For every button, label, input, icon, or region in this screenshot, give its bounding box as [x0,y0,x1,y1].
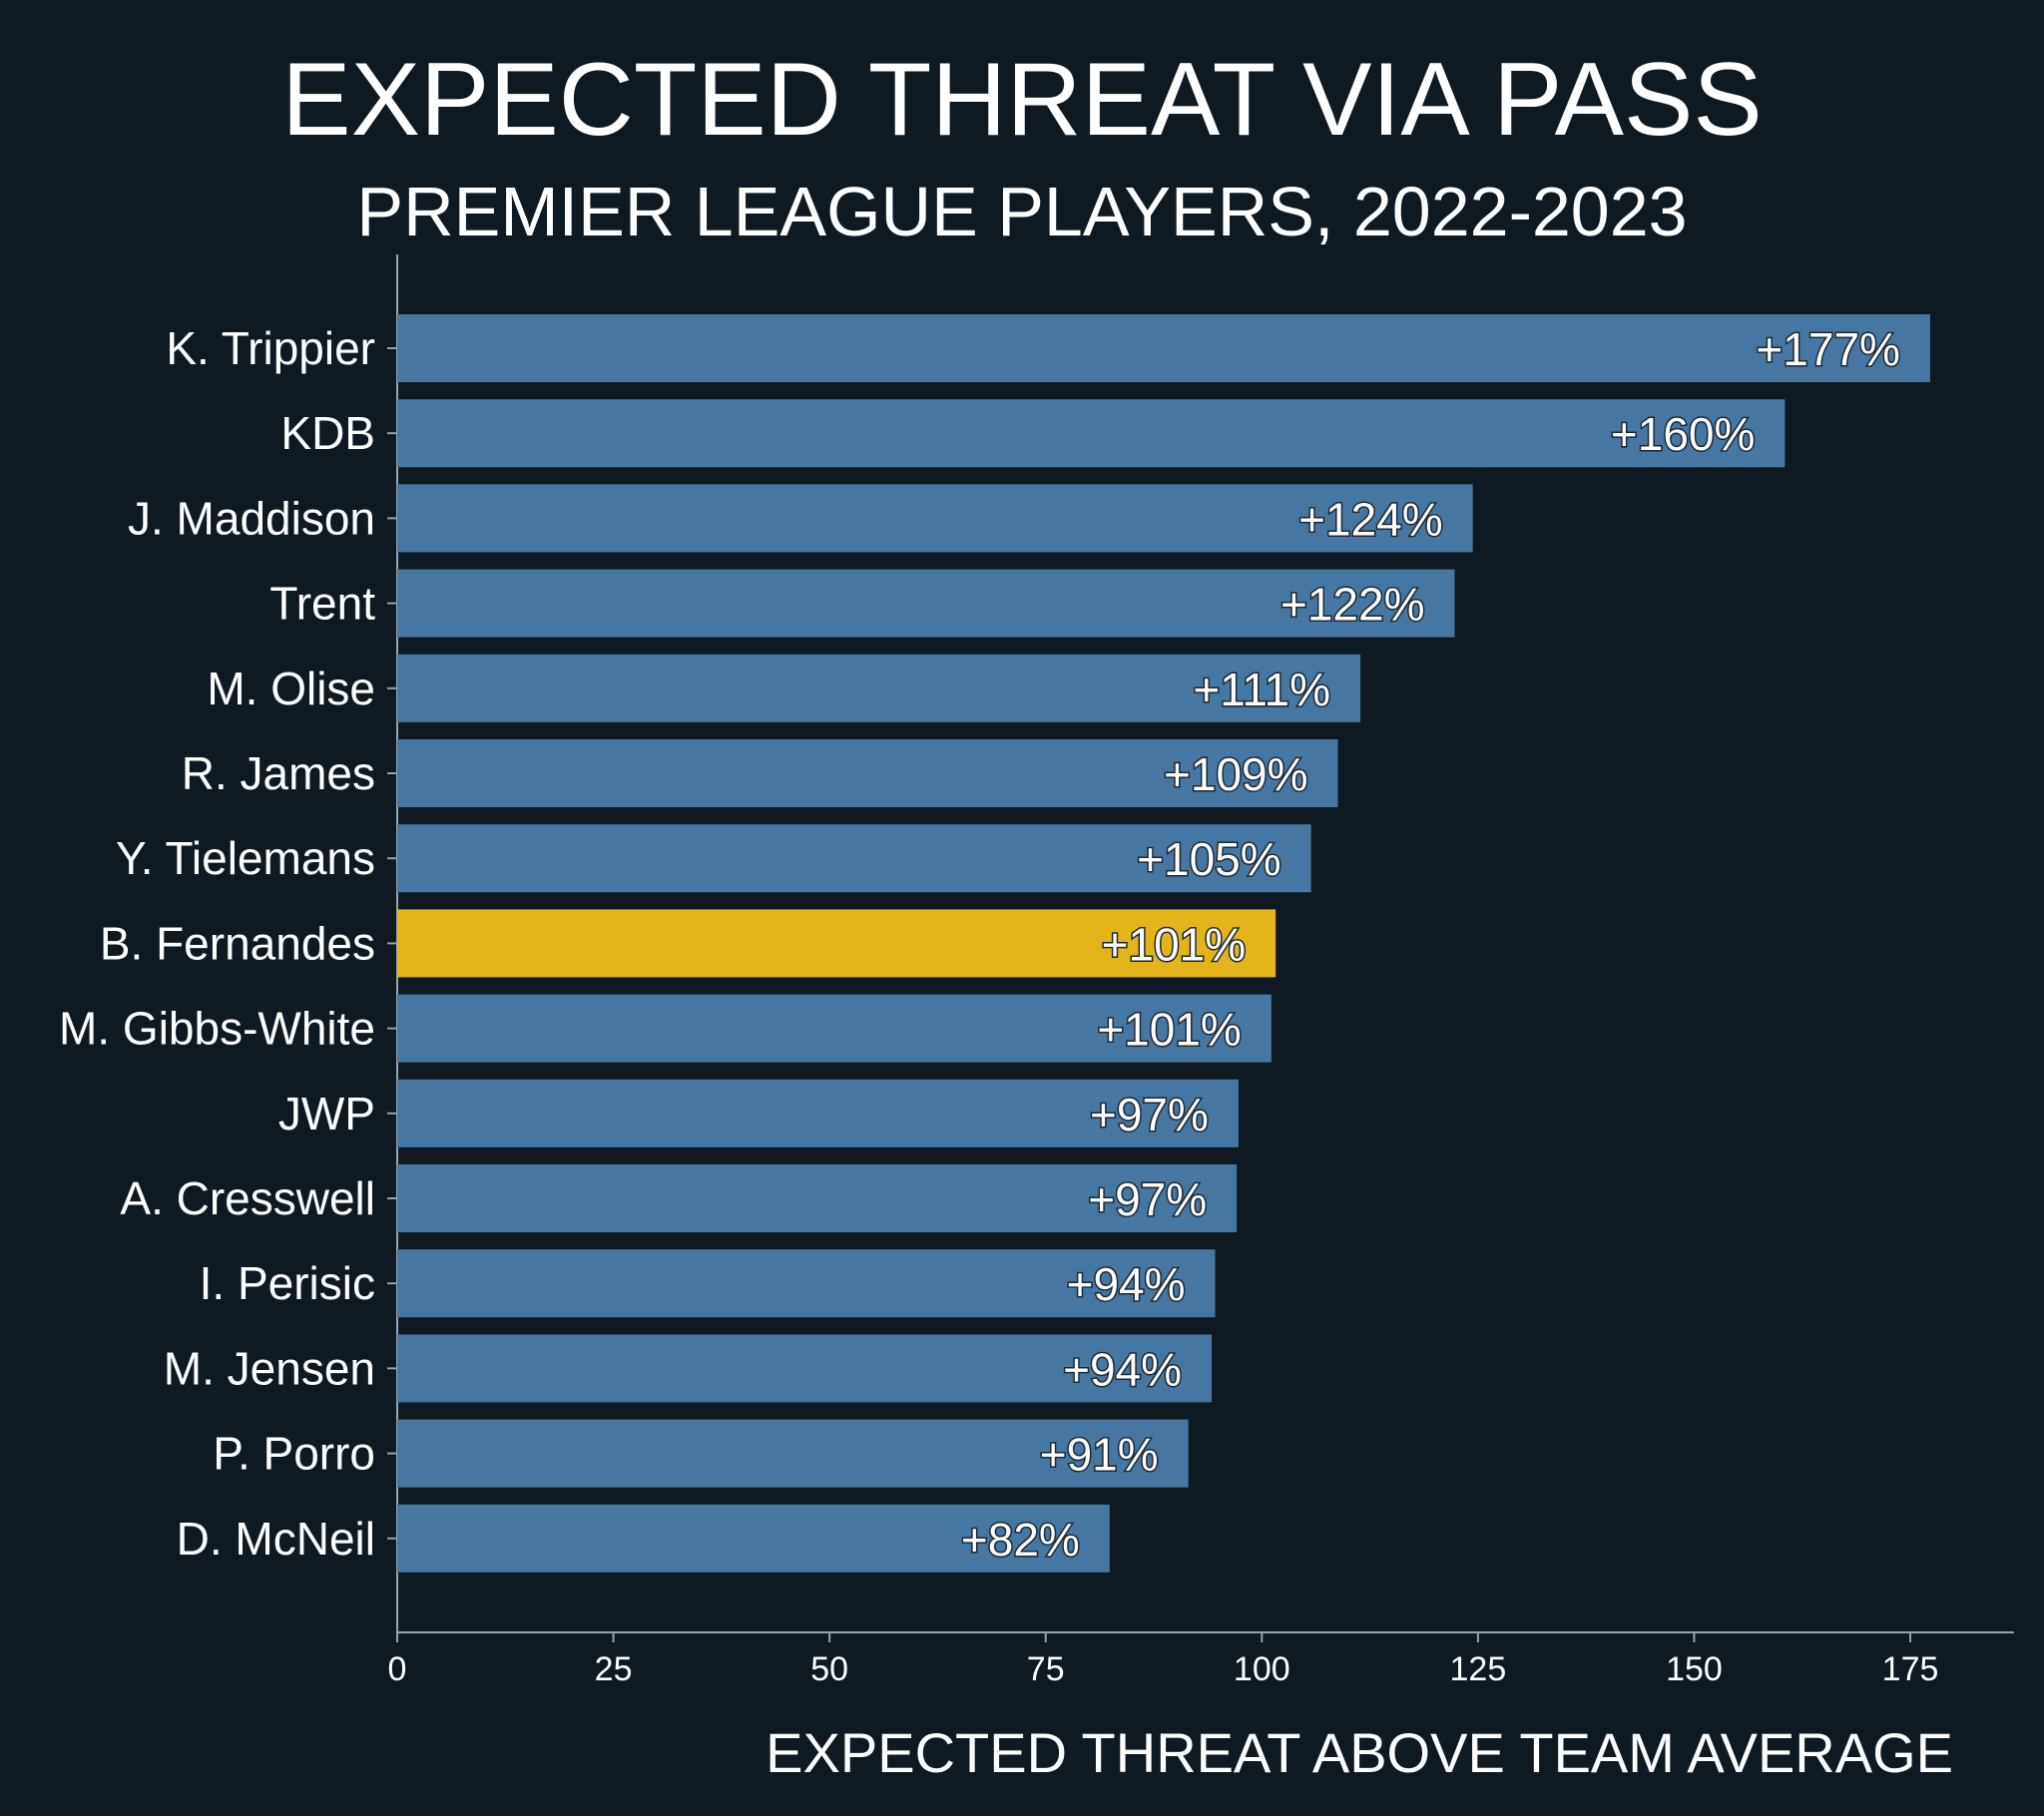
bar [397,909,1277,978]
data-label: +101% [1097,1004,1242,1056]
bar [397,994,1272,1063]
bar [397,824,1311,893]
category-label: B. Fernandes [100,917,375,969]
chart-title: EXPECTED THREAT VIA PASS [281,42,1762,158]
category-label: M. Olise [207,663,375,714]
x-tick-label: 0 [388,1650,407,1688]
bar [397,1079,1239,1147]
data-label: +97% [1088,1173,1207,1225]
chart-subtitle: PREMIER LEAGUE PLAYERS, 2022-2023 [356,173,1687,250]
x-tick-label: 100 [1234,1650,1290,1688]
category-label: I. Perisic [200,1257,375,1309]
x-tick-label: 125 [1450,1650,1507,1688]
category-label: J. Maddison [128,492,375,544]
bar [397,399,1786,468]
data-label: +177% [1756,323,1900,375]
plot-area: 0 25 50 75 100 125 150 175 K. Trippier +177% KDB +1… [59,254,2014,1688]
x-tick-label: 50 [810,1650,848,1688]
x-tick-label: 25 [595,1650,633,1688]
data-label: +94% [1067,1258,1186,1310]
data-label: +105% [1137,833,1281,885]
bar [397,1249,1216,1318]
data-label: +97% [1090,1089,1209,1140]
category-label: KDB [280,407,375,459]
category-label: R. James [182,747,375,799]
data-label: +124% [1298,493,1443,545]
bar [397,739,1338,807]
bar [397,1334,1213,1403]
category-label: P. Porro [213,1428,375,1480]
data-label: +160% [1611,408,1756,460]
data-label: +111% [1193,664,1330,715]
x-tick-label: 75 [1027,1650,1065,1688]
category-label: Y. Tielemans [116,832,375,884]
category-label: Trent [269,578,375,630]
category-label: D. McNeil [177,1513,375,1565]
category-label: M. Jensen [164,1342,375,1394]
bar [397,484,1473,553]
category-label: M. Gibbs-White [59,1003,375,1055]
bar [397,1419,1189,1488]
bar [397,1504,1110,1573]
data-label: +82% [961,1514,1080,1566]
bar [397,569,1455,638]
data-label: +91% [1040,1429,1159,1481]
bar [397,1164,1238,1232]
bar [397,314,1930,382]
category-label: K. Trippier [166,322,375,374]
category-label: JWP [278,1088,375,1139]
x-tick-label: 150 [1666,1650,1723,1688]
data-label: +94% [1063,1343,1182,1395]
x-tick-label: 175 [1882,1650,1939,1688]
category-label: A. Cresswell [120,1172,375,1224]
data-label: +109% [1164,748,1308,800]
data-label: +122% [1280,579,1425,631]
bar [397,654,1361,722]
x-axis-title: EXPECTED THREAT ABOVE TEAM AVERAGE [766,1721,1953,1784]
data-label: +101% [1102,918,1247,970]
